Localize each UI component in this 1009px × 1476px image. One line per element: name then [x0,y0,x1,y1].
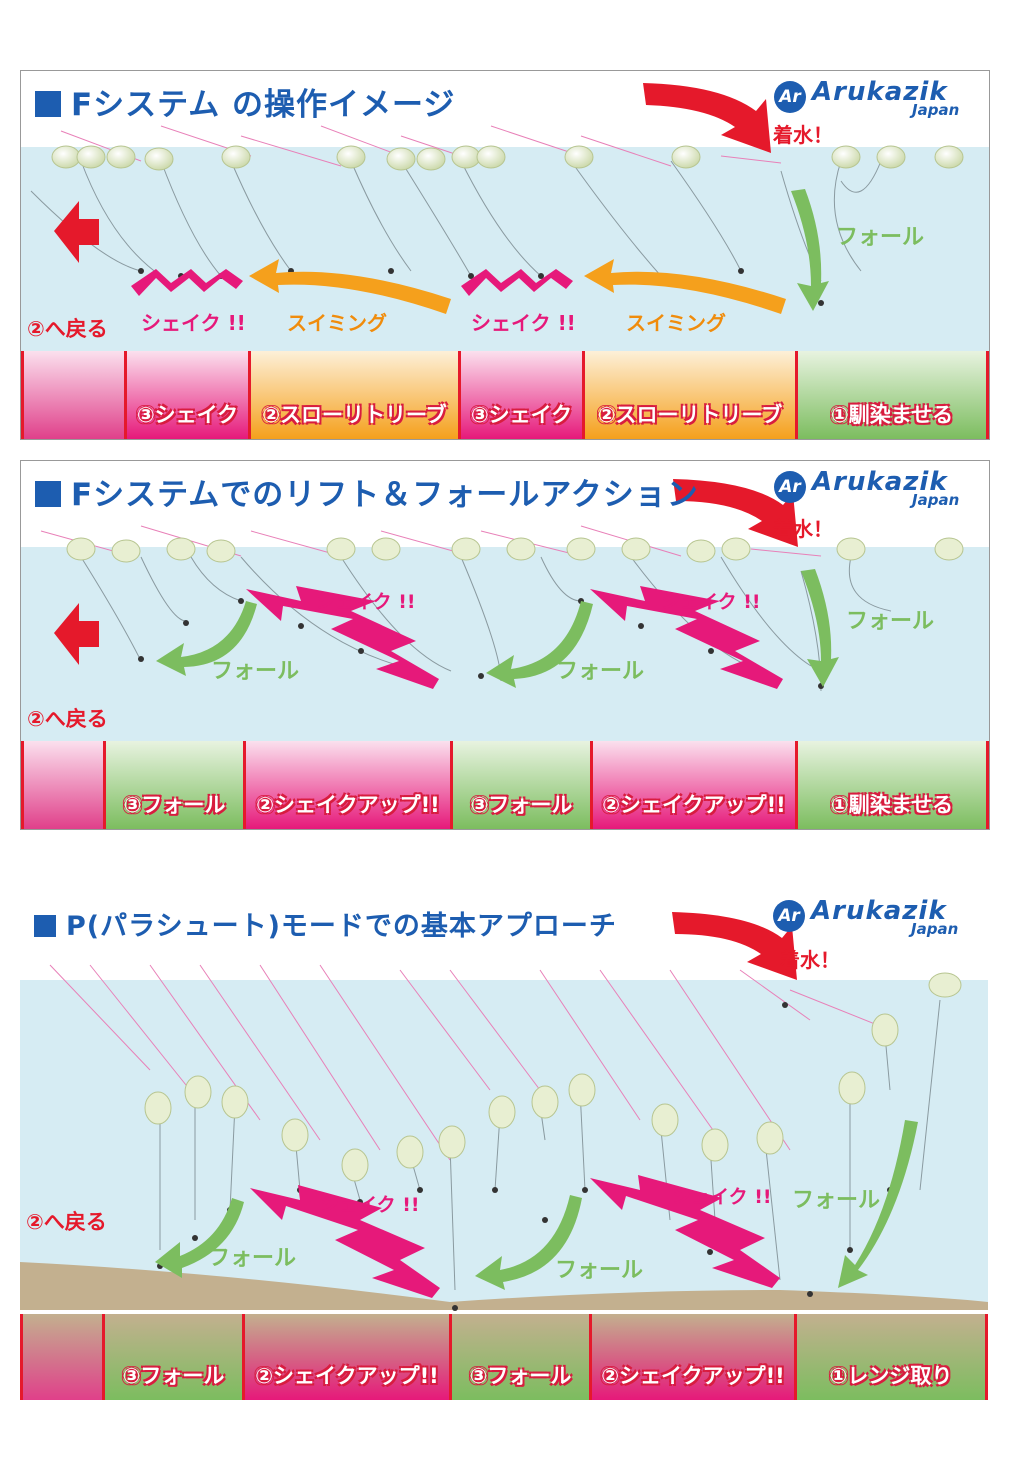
step-cell: ③シェイク [124,351,248,439]
shake-label-1: シェイク !! [316,591,416,613]
step-cell: ②シェイクアップ!! [242,1314,449,1400]
fall-label-start: フォール [792,1188,881,1213]
logo-sub: Japan [912,491,960,509]
panel-title: Fシステムでのリフト＆フォールアクション [35,469,699,514]
step-cell: ③フォール [103,741,243,829]
panel-f-system-operation: Fシステム の操作イメージ Ar Arukazik Japan 着水！ フォール… [20,70,990,440]
step-cell: ③フォール [102,1314,242,1400]
shake-label-2: シェイク !! [661,591,761,613]
shake-label-1: シェイク !! [320,1194,420,1216]
step-bar: ③フォール ②シェイクアップ!! ③フォール ②シェイクアップ!! ①馴染ませる [21,741,989,829]
fall-label-2: フォール [556,659,645,684]
fall-label-1: フォール [211,659,300,684]
step-cell: ②シェイクアップ!! [243,741,450,829]
logo-name: Arukazik [812,77,948,107]
step-cell: ③シェイク [458,351,582,439]
step-cell: ①馴染ませる [795,351,989,439]
panel-f-system-lift-fall: Fシステムでのリフト＆フォールアクション Ar Arukazik Japan 着… [20,460,990,830]
step-bar: ③シェイク ②スローリトリーブ ③シェイク ②スローリトリーブ ①馴染ませる [21,351,989,439]
step-cell: ②スローリトリーブ [248,351,458,439]
arukazik-logo: Ar Arukazik Japan [774,467,979,509]
shake-label-2: シェイク !! [471,311,576,335]
fall-label: フォール [836,225,925,250]
swim-label-2: スイミング [626,311,726,335]
step-cell [20,1314,102,1400]
logo-name: Arukazik [811,896,947,926]
logo-mark: Ar [773,900,805,932]
splash-label: 着水！ [773,517,833,541]
step-cell: ①馴染ませる [795,741,989,829]
fall-label-2: フォール [555,1258,644,1283]
step-cell: ①レンジ取り [794,1314,988,1400]
logo-mark: Ar [774,81,806,113]
step-cell: ②シェイクアップ!! [590,741,795,829]
step-cell [21,351,124,439]
splash-label: 着水！ [773,123,833,147]
panel-title: Fシステム の操作イメージ [35,79,455,124]
title-square-icon [35,91,61,117]
arukazik-logo: Ar Arukazik Japan [773,896,978,938]
step-cell: ③フォール [450,741,590,829]
logo-name: Arukazik [812,467,948,497]
step-cell: ③フォール [449,1314,589,1400]
back-to-step2-label: ②へ戻る [27,317,108,341]
logo-mark: Ar [774,471,806,503]
back-to-step2-label: ②へ戻る [27,707,108,731]
fall-label-1: フォール [208,1246,297,1271]
logo-sub: Japan [911,920,959,938]
title-square-icon [35,481,61,507]
step-cell [21,741,103,829]
arukazik-logo: Ar Arukazik Japan [774,77,979,119]
swim-label-1: スイミング [287,311,387,335]
step-bar: ③フォール ②シェイクアップ!! ③フォール ②シェイクアップ!! ①レンジ取り [20,1314,988,1400]
back-to-step2-label: ②へ戻る [26,1210,107,1234]
logo-sub: Japan [912,101,960,119]
fall-label-start: フォール [846,609,935,634]
shake-label-2: シェイク !! [672,1186,772,1208]
splash-label: 着水！ [780,948,840,972]
shake-label-1: シェイク !! [141,311,246,335]
panel-title: P(パラシュート)モードでの基本アプローチ [34,904,617,943]
step-cell: ②スローリトリーブ [582,351,795,439]
title-square-icon [34,915,56,937]
step-cell: ②シェイクアップ!! [589,1314,794,1400]
panel-p-mode-approach: P(パラシュート)モードでの基本アプローチ Ar Arukazik Japan … [20,890,988,1400]
